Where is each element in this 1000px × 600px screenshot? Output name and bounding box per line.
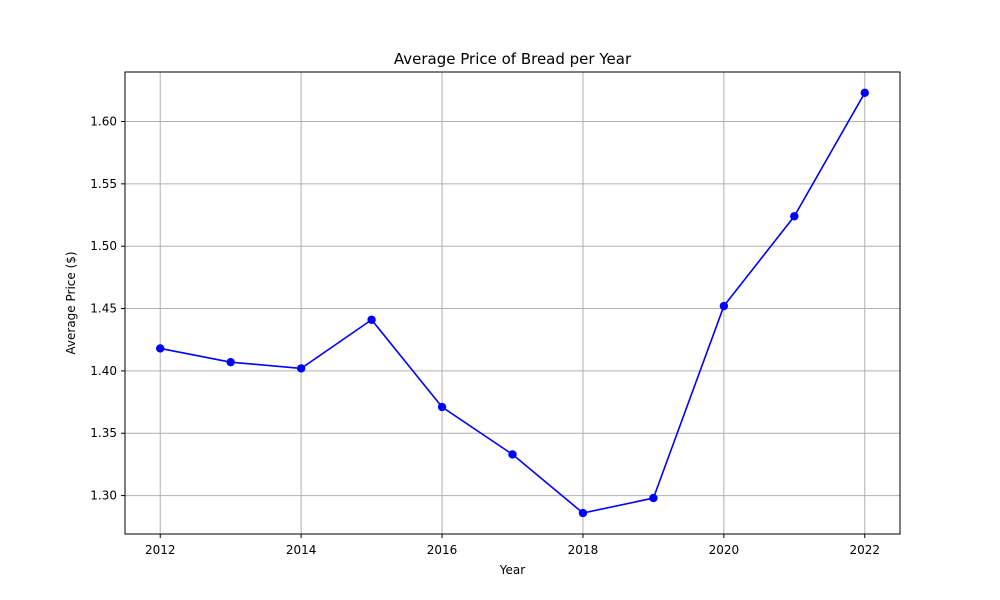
series-line-path bbox=[160, 92, 866, 514]
series-line bbox=[156, 88, 869, 518]
y-tick-label: 1.45 bbox=[90, 302, 117, 316]
x-tick-label: 2014 bbox=[286, 543, 317, 557]
x-tick-label: 2020 bbox=[709, 543, 740, 557]
y-tick-label: 1.50 bbox=[90, 239, 117, 253]
labels: Average Price of Bread per Year Year Ave… bbox=[64, 50, 632, 577]
data-point bbox=[649, 493, 658, 503]
y-tick-label: 1.55 bbox=[90, 177, 117, 191]
data-point bbox=[719, 301, 729, 311]
data-point bbox=[790, 212, 799, 221]
y-tick-label: 1.35 bbox=[90, 426, 117, 440]
y-axis-label: Average Price ($) bbox=[64, 251, 78, 354]
data-point bbox=[508, 450, 517, 459]
x-tick-label: 2012 bbox=[145, 543, 176, 557]
grid-lines bbox=[125, 72, 900, 534]
data-point bbox=[296, 364, 306, 373]
y-tick-label: 1.30 bbox=[90, 489, 117, 503]
data-point bbox=[578, 508, 588, 518]
data-point bbox=[437, 402, 447, 412]
x-tick-label: 2022 bbox=[849, 543, 880, 557]
data-point bbox=[860, 88, 869, 98]
plot-frame bbox=[124, 71, 901, 535]
y-tick-label: 1.40 bbox=[90, 364, 117, 378]
data-point bbox=[226, 357, 235, 367]
axes: 2012 2014 2016 2018 2020 2022 1.30 1.35 1.40 1.45… bbox=[90, 71, 901, 557]
x-axis-label: Year bbox=[499, 563, 525, 577]
x-tick-label: 2018 bbox=[568, 543, 599, 557]
x-tick-label: 2016 bbox=[427, 543, 458, 557]
y-tick-label: 1.60 bbox=[90, 115, 117, 129]
data-point bbox=[367, 315, 376, 324]
data-point bbox=[156, 344, 165, 353]
chart-title: Average Price of Bread per Year bbox=[394, 50, 632, 68]
